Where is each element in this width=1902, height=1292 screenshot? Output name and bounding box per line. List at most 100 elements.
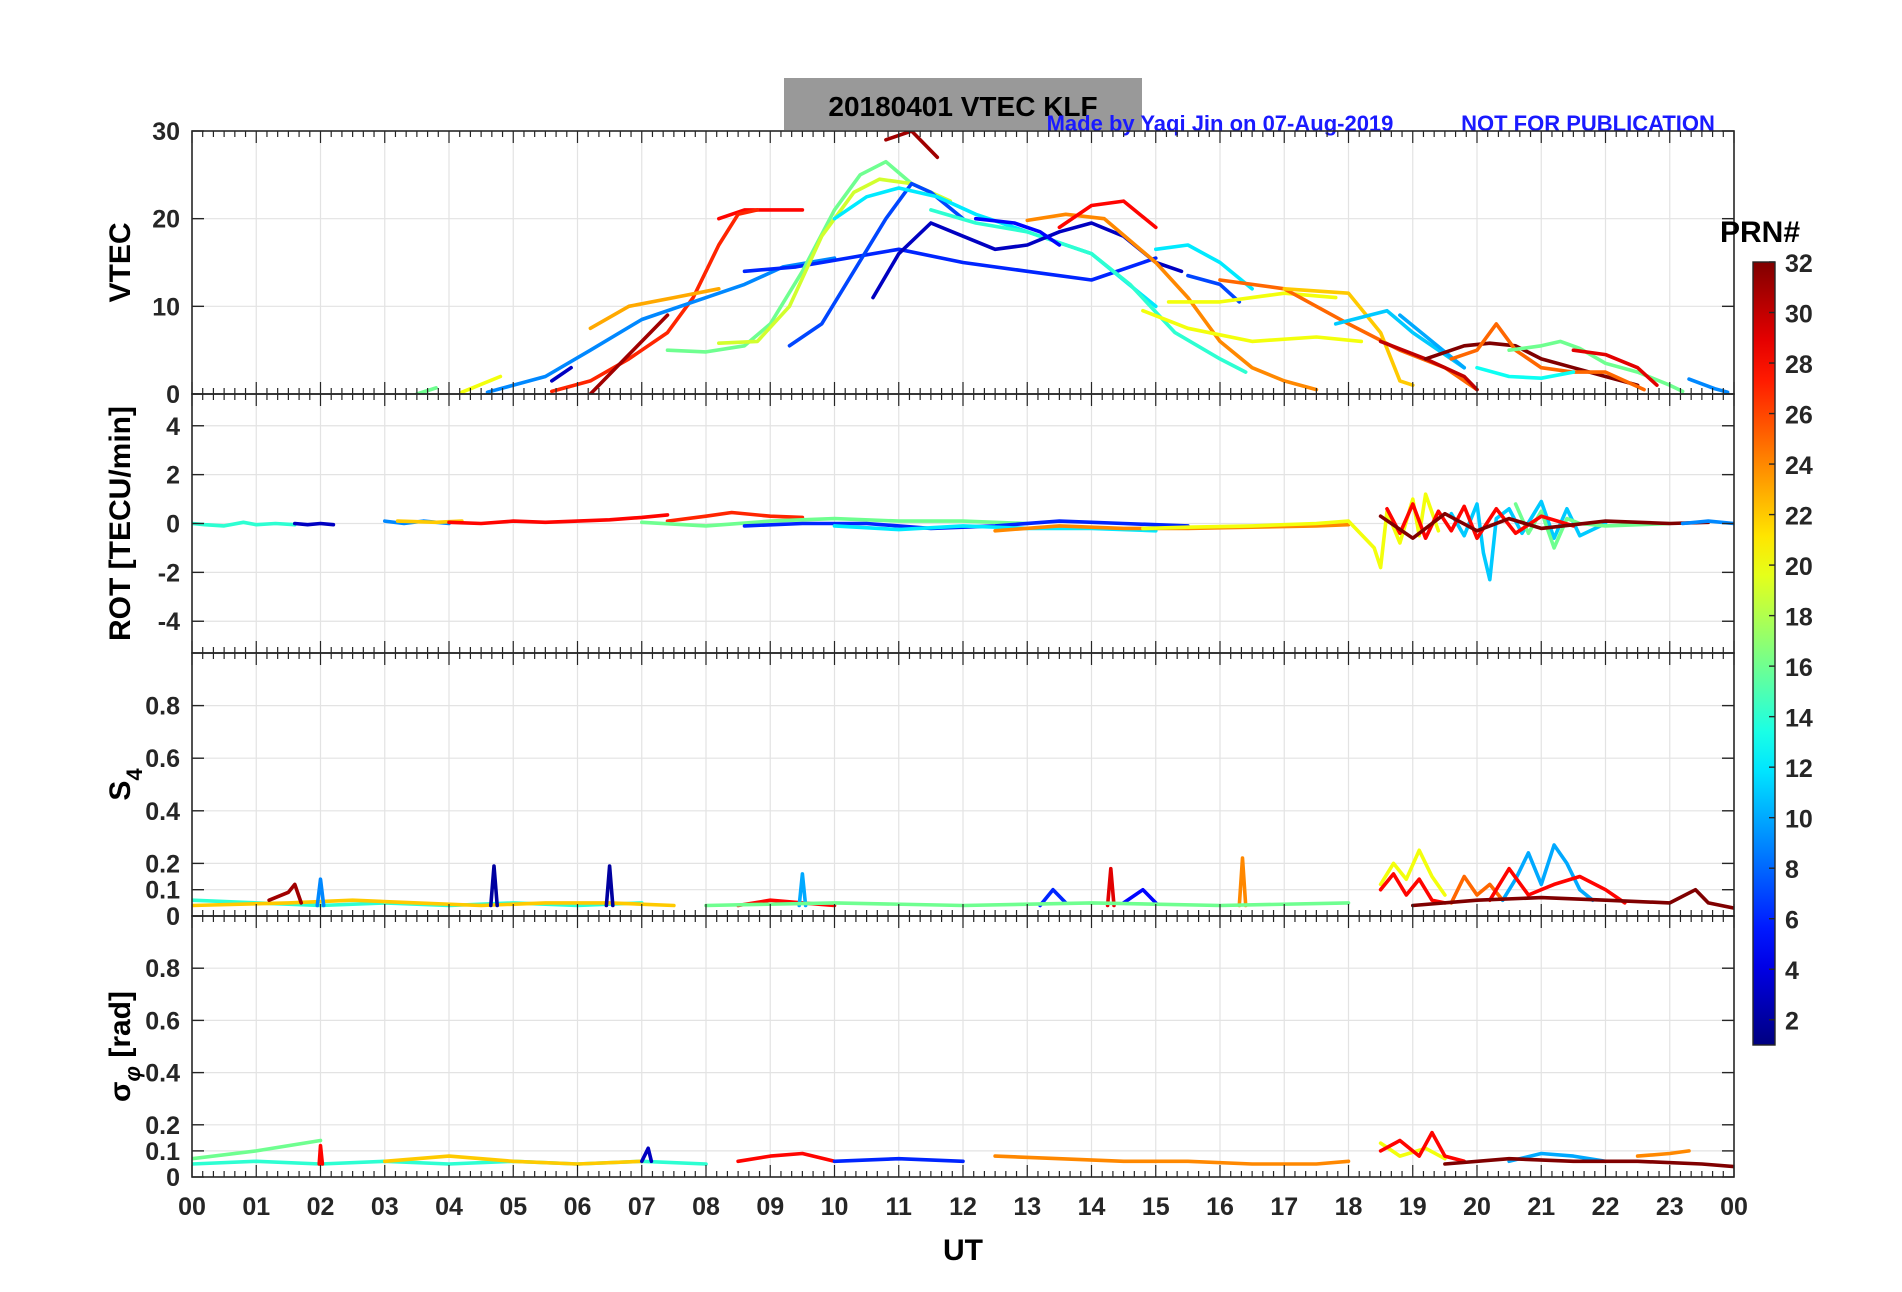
series-prn-16 — [415, 386, 438, 394]
y-tick-label: 0.2 — [145, 850, 180, 878]
y-tick-label: 0.6 — [145, 745, 180, 773]
series-prn-7 — [787, 181, 965, 348]
series-prn-20 — [1378, 848, 1447, 897]
series-prn-16 — [192, 1138, 323, 1161]
series-prn-31 — [267, 882, 303, 905]
x-tick-label: 08 — [692, 1193, 720, 1221]
series-prn-30 — [1378, 339, 1479, 392]
x-tick-label: 11 — [886, 1193, 913, 1221]
x-axis: 00 01 02 03 04 05 06 07 08 09 10 11 12 13 14 15 16 17 18 19… — [178, 1193, 1748, 1221]
series-prn-12 — [832, 186, 1158, 309]
colorbar-tick-label: 32 — [1785, 250, 1813, 278]
series-prn-13 — [1475, 365, 1576, 380]
y-tick-label: 0.8 — [145, 693, 180, 721]
colorbar-tick-label: 10 — [1785, 806, 1813, 834]
series-group — [192, 492, 1734, 582]
series-prn-11 — [1333, 308, 1466, 370]
series-prn-24 — [1635, 1149, 1691, 1158]
y-tick-label: 0.4 — [145, 1060, 180, 1088]
colorbar-tick-label: 20 — [1785, 553, 1813, 581]
x-tick-label: 17 — [1270, 1193, 1298, 1221]
series-prn-7 — [1186, 273, 1242, 304]
series-prn-32 — [1411, 887, 1734, 910]
y-axis-label: VTEC — [104, 222, 137, 302]
x-tick-label: 22 — [1592, 1193, 1620, 1221]
x-tick-label: 10 — [821, 1193, 849, 1221]
series-prn-25 — [1449, 874, 1505, 905]
series-prn-9 — [485, 256, 837, 394]
series-prn-24 — [1237, 856, 1248, 908]
colorbar-tick-label: 2 — [1785, 1008, 1799, 1036]
series-prn-6 — [832, 1156, 965, 1164]
series-prn-10 — [1398, 313, 1466, 370]
series-group — [192, 843, 1734, 910]
x-tick-label: 07 — [628, 1193, 656, 1221]
colorbar-title: PRN# — [1720, 216, 1800, 249]
y-tick-label: 0.6 — [145, 1007, 180, 1035]
series-prn-20 — [1141, 308, 1364, 344]
colorbar-tick-label: 16 — [1785, 654, 1813, 682]
series-prn-28 — [317, 1143, 325, 1166]
series-prn-6 — [1038, 887, 1068, 908]
y-tick-label: -4 — [158, 608, 180, 636]
x-tick-label: 05 — [499, 1193, 527, 1221]
series-prn-28 — [1488, 866, 1627, 905]
series-prn-2 — [489, 864, 499, 908]
series-prn-3 — [293, 521, 336, 527]
series-prn-5 — [1121, 887, 1158, 905]
colorbar-tick-label: 18 — [1785, 604, 1813, 632]
panel-sigma_phi: 00.10.2 0.4 0.6 0.8σφ [rad] — [104, 915, 1735, 1192]
x-axis-label: UT — [943, 1234, 983, 1267]
series-prn-16 — [640, 516, 1030, 528]
series-prn-27 — [665, 510, 805, 523]
series-prn-28 — [1057, 199, 1158, 230]
series-prn-28 — [1378, 1130, 1466, 1164]
series-prn-19 — [717, 177, 952, 345]
y-tick-label: 0 — [166, 381, 180, 409]
colorbar-gradient — [1752, 261, 1776, 1046]
panel-s4: 00.10.2 0.4 0.6 0.8 S4 — [104, 652, 1735, 931]
x-tick-label: 15 — [1142, 1193, 1170, 1221]
colorbar-tick-label: 12 — [1785, 755, 1813, 783]
y-tick-label: 0.2 — [145, 1112, 180, 1140]
x-tick-label: 02 — [307, 1193, 335, 1221]
series-prn-20 — [1141, 492, 1441, 570]
y-axis-label: S4 — [104, 768, 147, 801]
chart-title: 20180401 VTEC KLF — [828, 91, 1097, 122]
x-tick-label: 21 — [1527, 1193, 1555, 1221]
y-tick-label: 4 — [166, 413, 180, 441]
y-axis-label: ROT [TECU/min] — [104, 406, 137, 641]
series-prn-9 — [1680, 519, 1734, 526]
x-tick-label: 14 — [1078, 1193, 1106, 1221]
x-tick-label: 03 — [371, 1193, 399, 1221]
x-tick-label: 12 — [949, 1193, 977, 1221]
x-tick-label: 09 — [756, 1193, 784, 1221]
series-prn-25 — [1449, 322, 1646, 392]
y-tick-label: 20 — [152, 206, 180, 234]
series-group — [192, 1130, 1734, 1169]
series-prn-23 — [588, 287, 721, 331]
x-tick-label: 01 — [242, 1193, 270, 1221]
series-prn-3 — [640, 1146, 654, 1164]
series-prn-20 — [1166, 291, 1338, 304]
series-prn-22 — [383, 1154, 644, 1166]
series-prn-16 — [1507, 339, 1685, 394]
y-axis-label: σφ [rad] — [104, 991, 145, 1102]
colorbar-tick-label: 8 — [1785, 856, 1799, 884]
y-tick-label: 0.1 — [145, 1138, 180, 1166]
x-tick-label: 00 — [1720, 1193, 1748, 1221]
series-prn-31 — [588, 313, 670, 394]
panel-vtec: 0 10 20 30 VTEC — [104, 118, 1735, 409]
y-tick-label: 0 — [166, 511, 180, 539]
y-tick-label: 0 — [166, 1164, 180, 1192]
credit-right: NOT FOR PUBLICATION — [1461, 111, 1715, 136]
series-prn-16 — [1513, 502, 1672, 550]
series-prn-32 — [1443, 1156, 1734, 1169]
series-prn-2 — [604, 864, 615, 908]
series-prn-9 — [1687, 377, 1730, 394]
colorbar-tick-label: 24 — [1785, 452, 1813, 480]
series-prn-3 — [550, 365, 573, 383]
